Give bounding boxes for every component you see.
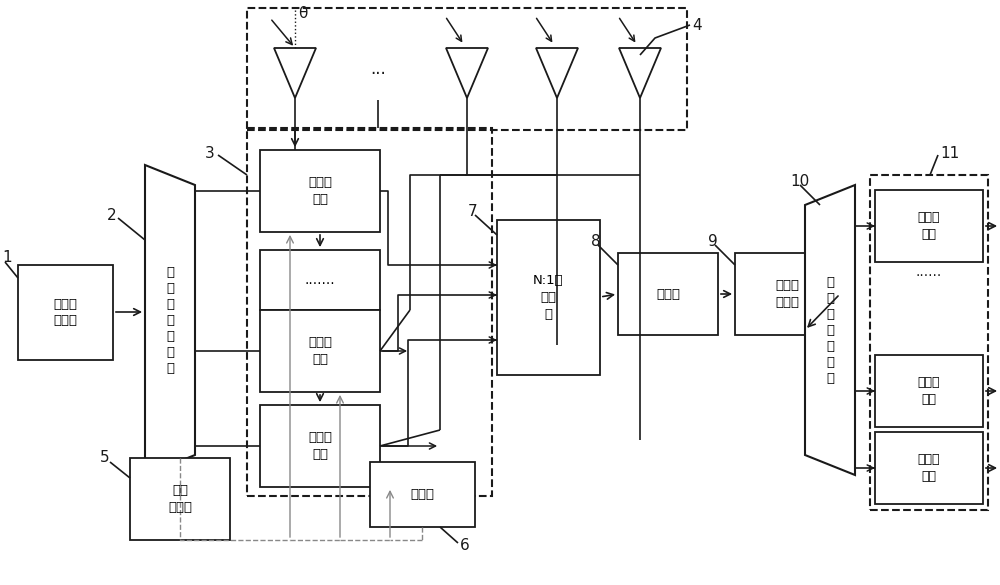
Text: N:1光
耦合
器: N:1光 耦合 器: [533, 274, 564, 321]
Text: 2: 2: [107, 208, 117, 222]
Text: 电光调
制器: 电光调 制器: [308, 431, 332, 461]
Text: ...: ...: [370, 60, 386, 78]
Text: 9: 9: [708, 235, 718, 249]
Text: 色散器: 色散器: [656, 287, 680, 301]
Text: 第
二
波
分
复
用
器: 第 二 波 分 复 用 器: [826, 276, 834, 384]
Text: 光电探
测器: 光电探 测器: [918, 211, 940, 241]
Text: 11: 11: [940, 146, 959, 160]
Text: 微波
本振源: 微波 本振源: [168, 484, 192, 514]
Bar: [370, 462, 475, 527]
Bar: [497, 220, 600, 375]
Text: θ: θ: [298, 6, 307, 22]
Bar: [260, 405, 380, 487]
Text: 光频梳
发生器: 光频梳 发生器: [54, 298, 78, 327]
Polygon shape: [145, 165, 195, 475]
Bar: [260, 150, 380, 232]
Text: 7: 7: [468, 205, 478, 219]
Text: 3: 3: [205, 146, 215, 160]
Text: 电光调
制器: 电光调 制器: [308, 176, 332, 206]
Text: 光电探
测器: 光电探 测器: [918, 453, 940, 483]
Bar: [130, 458, 230, 540]
Bar: [875, 355, 983, 427]
Bar: [18, 265, 113, 360]
Text: 光功率
放大器: 光功率 放大器: [776, 279, 800, 309]
Bar: [735, 253, 840, 335]
Bar: [875, 190, 983, 262]
Text: .......: .......: [305, 273, 335, 287]
Polygon shape: [805, 185, 855, 475]
Text: 1: 1: [2, 250, 12, 266]
Bar: [260, 310, 380, 392]
Text: ......: ......: [916, 265, 942, 279]
Text: 第
一
波
分
复
用
器: 第 一 波 分 复 用 器: [166, 266, 174, 374]
Bar: [618, 253, 718, 335]
Bar: [870, 175, 988, 510]
Text: 4: 4: [692, 18, 702, 33]
Text: 光电探
测器: 光电探 测器: [918, 376, 940, 406]
Text: 8: 8: [591, 235, 601, 249]
Bar: [875, 432, 983, 504]
Text: 5: 5: [100, 450, 110, 466]
Text: 10: 10: [790, 174, 809, 190]
Text: 6: 6: [460, 538, 470, 552]
Bar: [247, 128, 492, 496]
Bar: [260, 250, 380, 310]
Bar: [247, 8, 687, 130]
Text: 直流源: 直流源: [411, 488, 434, 501]
Text: 电光调
制器: 电光调 制器: [308, 336, 332, 366]
